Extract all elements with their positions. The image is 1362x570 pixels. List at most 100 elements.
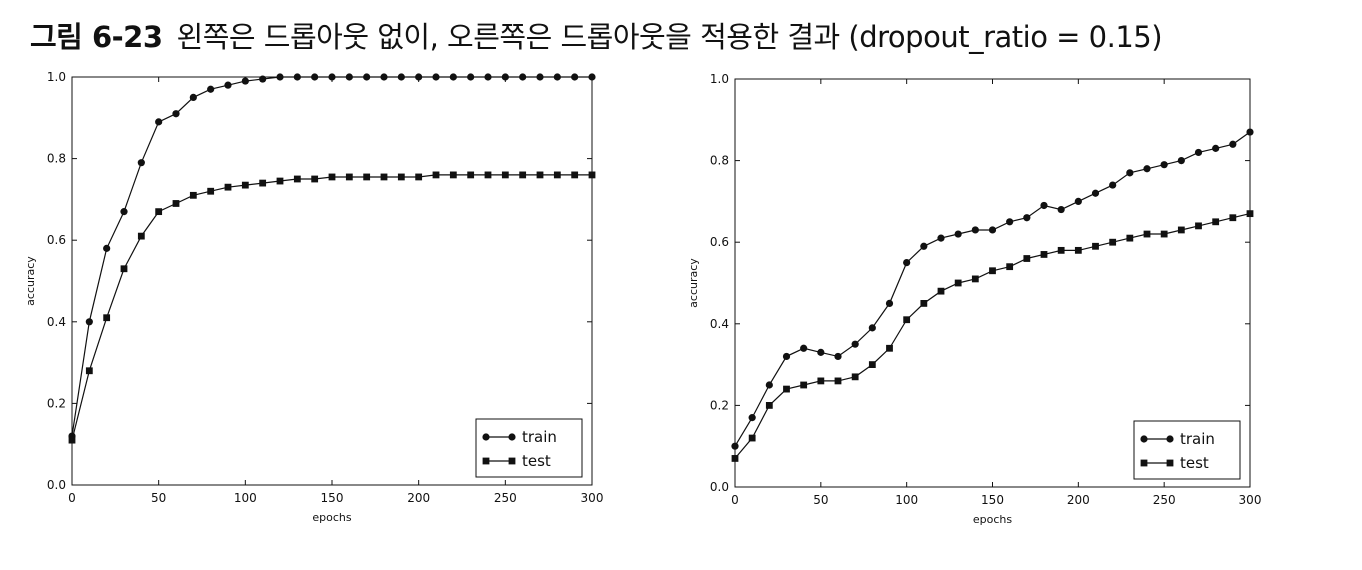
right-y-tick-label: 0.0 xyxy=(710,480,729,494)
left-train-point xyxy=(172,110,180,118)
right-test-point xyxy=(1160,230,1168,238)
right-test-point xyxy=(800,381,808,389)
right-train-point xyxy=(1057,205,1065,214)
right-test-point xyxy=(1057,246,1065,254)
right-test-point xyxy=(1074,246,1082,254)
left-legend-train-label: train xyxy=(522,428,557,446)
left-y-tick-label: 1.0 xyxy=(47,70,66,84)
right-train-point xyxy=(1109,181,1117,189)
left-legend-train-marker xyxy=(482,433,490,441)
right-legend-box xyxy=(1133,420,1241,480)
left-x-tick-label: 50 xyxy=(151,491,166,505)
right-test-point xyxy=(920,300,928,307)
left-train-point xyxy=(259,75,267,83)
left-train-point xyxy=(103,244,111,252)
right-test-point xyxy=(851,373,859,381)
left-train-point xyxy=(536,73,544,81)
right-test-point xyxy=(989,267,996,275)
right-train-point xyxy=(903,259,911,267)
right-train-point xyxy=(1006,218,1014,226)
right-test-point xyxy=(1177,226,1185,234)
right-x-tick-label: 50 xyxy=(813,493,828,507)
right-train-point xyxy=(765,381,773,389)
right-test-point xyxy=(834,377,842,385)
left-test-point xyxy=(501,171,509,179)
right-legend-test-marker xyxy=(1166,459,1174,467)
right-train-point xyxy=(1126,169,1134,177)
right-train-point xyxy=(1246,128,1254,136)
left-test-point xyxy=(155,208,163,216)
right-test-point xyxy=(1109,238,1117,246)
right-legend-train-label: train xyxy=(1180,430,1215,448)
left-series-train-line xyxy=(71,76,592,437)
left-legend-train-marker xyxy=(508,433,516,441)
left-y-tick-label: 0.4 xyxy=(47,315,66,329)
left-test-point xyxy=(207,187,215,195)
right-legend-test-marker xyxy=(1140,459,1148,467)
right-test-point xyxy=(1023,255,1031,262)
left-y-tick-label: 0.0 xyxy=(47,478,66,492)
left-y-tick-label: 0.2 xyxy=(47,396,66,410)
right-y-tick-label: 0.2 xyxy=(710,398,729,412)
left-train-point xyxy=(137,159,145,167)
right-test-point xyxy=(783,385,790,393)
left-series-test-line xyxy=(71,174,592,441)
right-test-point xyxy=(731,455,739,462)
right-test-point xyxy=(1212,218,1220,226)
right-train-point xyxy=(954,230,962,238)
left-test-point xyxy=(137,232,145,240)
left-x-axis-label: epochs xyxy=(312,511,351,524)
left-test-point xyxy=(68,436,76,444)
left-train-point xyxy=(571,73,579,81)
right-test-point xyxy=(1195,222,1202,230)
left-test-point xyxy=(415,173,423,181)
right-x-tick-label: 0 xyxy=(731,493,739,507)
right-test-point xyxy=(1006,263,1014,271)
left-train-point xyxy=(363,73,371,81)
left-test-point xyxy=(484,171,492,179)
left-train-point xyxy=(380,73,388,81)
right-train-point xyxy=(920,242,928,250)
left-test-point xyxy=(467,171,475,179)
left-test-point xyxy=(519,171,527,179)
left-train-point xyxy=(519,73,527,81)
left-legend-box xyxy=(475,418,583,478)
right-test-point xyxy=(748,434,756,442)
right-train-point xyxy=(868,324,876,332)
left-train-point xyxy=(432,73,440,81)
right-y-tick-label: 0.6 xyxy=(710,235,729,249)
left-x-tick-label: 100 xyxy=(234,491,257,505)
right-x-tick-label: 200 xyxy=(1067,493,1090,507)
right-test-point xyxy=(1092,242,1099,250)
left-x-tick-label: 150 xyxy=(321,491,344,505)
left-y-axis-label: accuracy xyxy=(24,256,37,306)
left-y-tick-label: 0.6 xyxy=(47,233,66,247)
right-test-point xyxy=(1040,251,1048,258)
right-train-point xyxy=(834,352,842,361)
right-test-point xyxy=(971,275,979,283)
left-x-tick-label: 300 xyxy=(581,491,604,505)
left-train-point xyxy=(328,73,336,81)
right-x-tick-label: 150 xyxy=(981,493,1004,507)
right-train-point xyxy=(851,340,859,348)
left-test-point xyxy=(189,191,197,199)
right-y-axis-label: accuracy xyxy=(687,258,700,308)
left-test-point xyxy=(224,183,232,191)
right-test-point xyxy=(765,402,773,409)
left-train-point xyxy=(588,73,596,81)
right-train-point xyxy=(1160,161,1168,169)
right-test-point xyxy=(903,316,911,324)
right-train-point xyxy=(937,234,945,242)
left-test-point xyxy=(103,314,111,322)
left-train-point xyxy=(553,73,561,81)
right-x-axis-label: epochs xyxy=(973,513,1012,526)
left-y-tick-label: 0.8 xyxy=(47,152,66,166)
right-y-tick-label: 1.0 xyxy=(710,72,729,86)
right-series-train-line xyxy=(734,131,1251,447)
right-train-point xyxy=(1229,140,1237,148)
left-train-point xyxy=(189,93,197,101)
right-test-point xyxy=(1143,230,1151,238)
right-train-point xyxy=(1091,189,1100,197)
left-test-point xyxy=(571,171,579,179)
